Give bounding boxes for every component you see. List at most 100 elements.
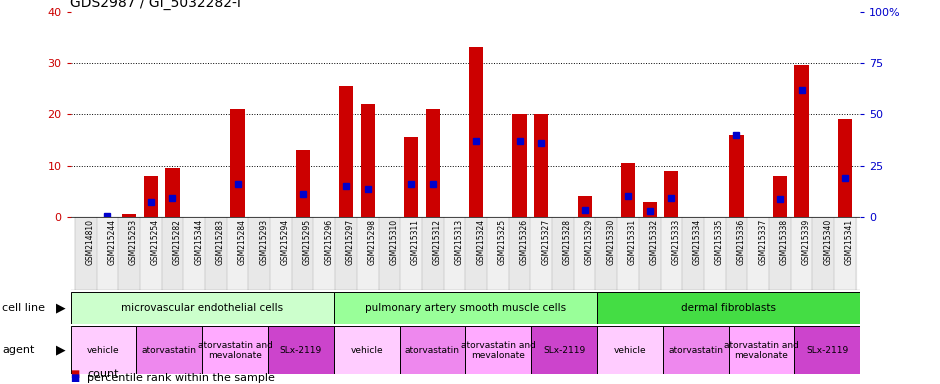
Bar — [136, 326, 202, 374]
Text: GSM215311: GSM215311 — [411, 219, 420, 265]
Text: pulmonary artery smooth muscle cells: pulmonary artery smooth muscle cells — [365, 303, 566, 313]
Text: GSM215328: GSM215328 — [563, 219, 572, 265]
Text: agent: agent — [2, 345, 34, 356]
Text: GSM215329: GSM215329 — [585, 219, 593, 265]
Bar — [334, 292, 597, 324]
Bar — [747, 217, 769, 290]
Bar — [270, 217, 291, 290]
Text: GSM215310: GSM215310 — [389, 219, 399, 265]
Bar — [794, 326, 860, 374]
Bar — [552, 217, 573, 290]
Text: GSM215253: GSM215253 — [129, 219, 138, 265]
Bar — [534, 114, 548, 217]
Bar — [400, 326, 465, 374]
Text: GSM215244: GSM215244 — [107, 219, 117, 265]
Bar — [639, 217, 661, 290]
Text: ▶: ▶ — [56, 302, 66, 314]
Bar — [400, 217, 422, 290]
Bar — [357, 217, 379, 290]
Bar — [70, 326, 136, 374]
Bar — [726, 217, 747, 290]
Bar — [769, 217, 791, 290]
Text: GSM215254: GSM215254 — [150, 219, 160, 265]
Text: GSM215330: GSM215330 — [606, 219, 616, 265]
Text: percentile rank within the sample: percentile rank within the sample — [87, 373, 275, 383]
Bar — [444, 217, 465, 290]
Text: GSM215344: GSM215344 — [195, 219, 203, 265]
Text: GSM215334: GSM215334 — [693, 219, 702, 265]
Text: GSM215297: GSM215297 — [346, 219, 355, 265]
Text: vehicle: vehicle — [614, 346, 646, 355]
Bar — [729, 135, 744, 217]
Bar — [465, 326, 531, 374]
Text: atorvastatin and
mevalonate: atorvastatin and mevalonate — [197, 341, 273, 360]
Text: GSM215324: GSM215324 — [477, 219, 485, 265]
Text: GSM215331: GSM215331 — [628, 219, 637, 265]
Text: cell line: cell line — [2, 303, 45, 313]
Text: GSM215333: GSM215333 — [671, 219, 681, 265]
Text: GSM215325: GSM215325 — [498, 219, 507, 265]
Text: dermal fibroblasts: dermal fibroblasts — [681, 303, 776, 313]
Text: atorvastatin and
mevalonate: atorvastatin and mevalonate — [724, 341, 799, 360]
Bar — [295, 150, 309, 217]
Bar — [661, 217, 682, 290]
Bar — [118, 217, 140, 290]
Text: GSM215338: GSM215338 — [780, 219, 789, 265]
Bar — [812, 217, 834, 290]
Bar — [248, 217, 270, 290]
Text: ■: ■ — [70, 373, 80, 383]
Text: GSM215312: GSM215312 — [432, 219, 442, 265]
Bar — [70, 292, 334, 324]
Bar — [621, 163, 635, 217]
Bar — [794, 65, 808, 217]
Bar — [205, 217, 227, 290]
Bar — [97, 217, 118, 290]
Text: GSM215332: GSM215332 — [650, 219, 659, 265]
Text: GSM215341: GSM215341 — [845, 219, 854, 265]
Bar — [663, 326, 728, 374]
Bar — [75, 217, 97, 290]
Bar — [313, 217, 336, 290]
Text: GSM215327: GSM215327 — [541, 219, 550, 265]
Bar — [122, 214, 136, 217]
Text: ▶: ▶ — [56, 344, 66, 357]
Bar — [140, 217, 162, 290]
Bar — [595, 217, 618, 290]
Text: GSM215284: GSM215284 — [238, 219, 246, 265]
Text: ■: ■ — [70, 369, 80, 379]
Text: GSM215337: GSM215337 — [759, 219, 767, 265]
Text: GDS2987 / GI_5032282-I: GDS2987 / GI_5032282-I — [70, 0, 242, 10]
Text: GSM215295: GSM215295 — [303, 219, 311, 265]
Bar — [291, 217, 313, 290]
Bar — [487, 217, 509, 290]
Bar — [165, 168, 180, 217]
Text: vehicle: vehicle — [351, 346, 383, 355]
Bar — [665, 171, 679, 217]
Text: GSM215313: GSM215313 — [454, 219, 463, 265]
Text: atorvastatin: atorvastatin — [405, 346, 460, 355]
Bar — [577, 197, 591, 217]
Bar — [144, 176, 158, 217]
Bar — [728, 326, 794, 374]
Text: GSM215336: GSM215336 — [736, 219, 745, 265]
Bar — [704, 217, 726, 290]
Bar — [230, 109, 244, 217]
Text: microvascular endothelial cells: microvascular endothelial cells — [121, 303, 283, 313]
Bar — [202, 326, 268, 374]
Text: count: count — [87, 369, 119, 379]
Bar — [597, 292, 860, 324]
Text: atorvastatin: atorvastatin — [668, 346, 723, 355]
Text: GSM215296: GSM215296 — [324, 219, 334, 265]
Bar — [361, 104, 375, 217]
Bar — [336, 217, 357, 290]
Text: SLx-2119: SLx-2119 — [280, 346, 321, 355]
Text: GSM215298: GSM215298 — [368, 219, 377, 265]
Bar — [838, 119, 852, 217]
Bar — [268, 326, 334, 374]
Bar — [682, 217, 704, 290]
Bar — [227, 217, 248, 290]
Bar — [834, 217, 855, 290]
Text: GSM215335: GSM215335 — [714, 219, 724, 265]
Bar — [773, 176, 787, 217]
Text: GSM215282: GSM215282 — [172, 219, 181, 265]
